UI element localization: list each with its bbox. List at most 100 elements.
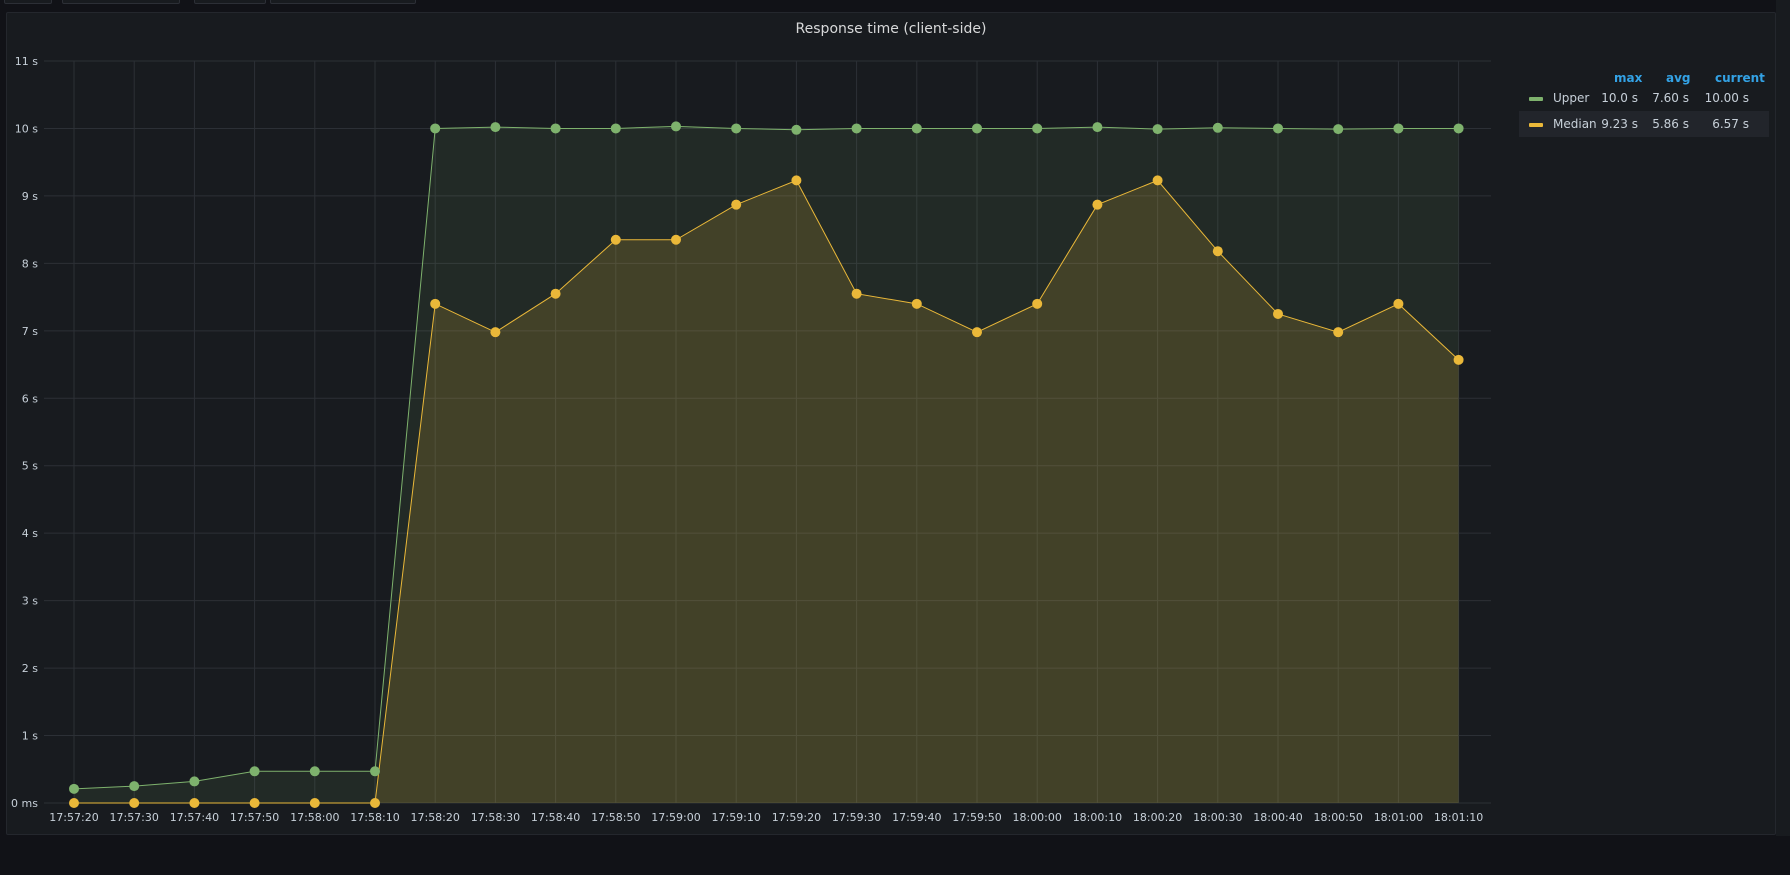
legend-swatch-median[interactable] (1529, 123, 1543, 127)
legend-header-max[interactable]: max (1614, 71, 1643, 85)
data-point-median (1453, 354, 1464, 365)
y-tick-label: 5 s (22, 460, 38, 473)
x-tick-label: 18:01:10 (1434, 811, 1483, 824)
data-point-upper (731, 123, 742, 134)
chart-plot-area[interactable]: 0 ms 1 s 2 s 3 s 4 s 5 s 6 s 7 s 8 s 9 s 10 s 11 s 1… (7, 13, 1507, 834)
data-point-upper (550, 123, 561, 134)
legend-value-current: 6.57 s (1712, 117, 1749, 131)
data-point-upper (911, 123, 922, 134)
toolbar-control[interactable] (194, 0, 266, 4)
data-point-median (1393, 298, 1404, 309)
data-point-upper (189, 776, 200, 787)
legend-header: max avg current (1519, 63, 1769, 85)
data-point-median (430, 298, 441, 309)
data-point-median (1333, 327, 1344, 338)
x-tick-label: 17:59:40 (892, 811, 941, 824)
data-point-upper (1212, 122, 1223, 133)
series-area-upper (74, 126, 1459, 803)
x-tick-label: 17:58:20 (410, 811, 459, 824)
data-point-upper (1453, 123, 1464, 134)
data-point-upper (610, 123, 621, 134)
legend-swatch-upper[interactable] (1529, 97, 1543, 101)
data-point-upper (490, 122, 501, 133)
x-tick-label: 17:58:50 (591, 811, 640, 824)
x-tick-label: 17:57:20 (49, 811, 98, 824)
x-tick-label: 17:57:50 (230, 811, 279, 824)
data-point-median (490, 327, 501, 338)
data-point-upper (309, 766, 320, 777)
y-tick-label: 2 s (22, 662, 38, 675)
data-point-upper (671, 121, 681, 132)
x-tick-label: 17:58:10 (350, 811, 399, 824)
x-tick-label: 17:59:00 (651, 811, 700, 824)
y-tick-label: 1 s (22, 730, 38, 743)
legend-item-median[interactable]: Median 9.23 s 5.86 s 6.57 s (1519, 111, 1769, 137)
data-point-median (370, 798, 380, 808)
data-point-upper (1333, 124, 1344, 135)
legend-header-avg[interactable]: avg (1666, 71, 1691, 85)
x-tick-label: 18:00:40 (1253, 811, 1302, 824)
data-point-median (671, 234, 681, 245)
y-tick-label: 11 s (15, 55, 38, 68)
page-scrollbar[interactable] (1776, 0, 1790, 836)
legend-series-name[interactable]: Upper (1553, 91, 1590, 105)
data-point-upper (1032, 123, 1043, 134)
x-tick-label: 18:00:00 (1012, 811, 1061, 824)
x-tick-label: 17:59:10 (711, 811, 760, 824)
data-point-median (1152, 175, 1163, 186)
legend-value-current: 10.00 s (1704, 91, 1749, 105)
y-tick-label: 7 s (22, 325, 38, 338)
y-tick-label: 4 s (22, 527, 38, 540)
legend-value-max: 9.23 s (1601, 117, 1638, 131)
x-tick-label: 17:58:00 (290, 811, 339, 824)
toolbar-control[interactable] (270, 0, 416, 4)
legend: max avg current Upper 10.0 s 7.60 s 10.0… (1519, 63, 1769, 137)
legend-series-name[interactable]: Median (1553, 117, 1597, 131)
x-tick-label: 17:57:30 (109, 811, 158, 824)
legend-value-avg: 7.60 s (1652, 91, 1689, 105)
data-point-median (189, 798, 200, 808)
data-point-median (791, 175, 802, 186)
graph-panel[interactable]: Response time (client-side) 0 ms 1 s 2 s 3 … (6, 12, 1776, 835)
data-point-median (610, 234, 621, 245)
series-area-median (74, 180, 1459, 804)
y-tick-label: 10 s (15, 122, 38, 135)
x-tick-label: 18:00:10 (1073, 811, 1122, 824)
x-tick-label: 18:01:00 (1374, 811, 1423, 824)
data-point-upper (851, 123, 862, 134)
x-tick-label: 17:58:40 (531, 811, 580, 824)
x-tick-label: 17:59:20 (772, 811, 821, 824)
data-point-median (1212, 246, 1223, 257)
series-line-median (74, 179, 1459, 804)
data-point-median (972, 327, 982, 338)
legend-value-avg: 5.86 s (1652, 117, 1689, 131)
y-tick-label: 8 s (22, 257, 38, 270)
dashboard-toolbar (0, 0, 1790, 4)
data-point-upper (972, 123, 982, 134)
data-point-upper (129, 781, 140, 792)
legend-header-current[interactable]: current (1715, 71, 1765, 85)
legend-item-upper[interactable]: Upper 10.0 s 7.60 s 10.00 s (1519, 85, 1769, 111)
x-tick-label: 17:58:30 (471, 811, 520, 824)
data-point-median (129, 798, 140, 808)
data-point-median (731, 199, 742, 210)
x-tick-label: 18:00:30 (1193, 811, 1242, 824)
bottom-strip (0, 836, 1790, 875)
data-point-upper (69, 783, 79, 794)
data-point-upper (430, 123, 441, 134)
panel-title[interactable]: Response time (client-side) (795, 21, 987, 37)
data-point-upper (249, 766, 260, 777)
x-tick-label: 18:00:50 (1313, 811, 1362, 824)
x-tick-label: 18:00:20 (1133, 811, 1182, 824)
data-point-median (1273, 308, 1283, 319)
y-tick-label: 6 s (22, 392, 38, 405)
data-point-upper (791, 124, 802, 135)
data-point-median (911, 298, 922, 309)
y-tick-label: 3 s (22, 595, 38, 608)
toolbar-control[interactable] (62, 0, 180, 4)
data-point-upper (1092, 122, 1103, 133)
data-point-upper (1273, 123, 1283, 134)
toolbar-control[interactable] (4, 0, 52, 4)
data-point-upper (1393, 123, 1404, 134)
legend-value-max: 10.0 s (1601, 91, 1638, 105)
